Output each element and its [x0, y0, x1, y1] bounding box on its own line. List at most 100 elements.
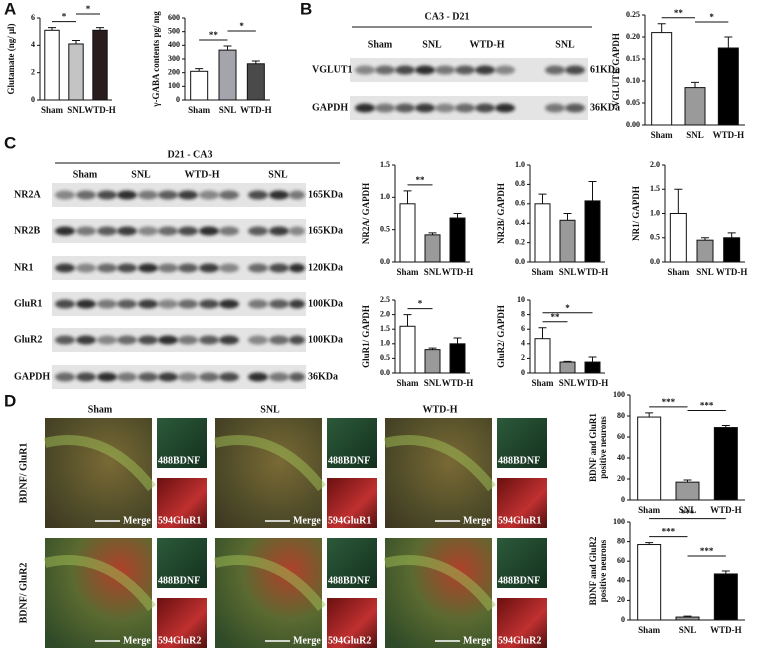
- blot-band: [158, 335, 178, 345]
- y-tick-label: 100: [613, 390, 625, 399]
- green-inset: [497, 538, 547, 588]
- bar: [534, 203, 551, 263]
- blot-group-label: WTD-H: [185, 169, 220, 180]
- blot-band: [178, 299, 198, 309]
- blot-band: [219, 190, 239, 200]
- blot-band: [97, 226, 117, 236]
- blot-row-label: VGLUT1: [312, 64, 353, 75]
- significance-label: **: [674, 8, 684, 18]
- red-inset: [497, 598, 547, 648]
- error-bar: [223, 45, 232, 51]
- blot-band: [248, 190, 268, 200]
- blot-row-label: GluR2: [14, 334, 42, 345]
- blot-row-label: NR2A: [14, 189, 41, 200]
- blot-band: [269, 190, 289, 200]
- y-tick-label: 1.0: [515, 160, 525, 169]
- x-tick-label: WTD-H: [240, 105, 272, 115]
- red-label: 594GluR1: [328, 515, 371, 526]
- blot-band: [76, 335, 96, 345]
- y-axis-label: γ-GABA contents pg/ mg: [151, 11, 161, 108]
- error-bar: [721, 570, 730, 574]
- error-bar: [588, 356, 597, 363]
- error-bar: [691, 81, 699, 88]
- y-tick-label: 0: [176, 95, 180, 104]
- x-tick-label: WTD-H: [710, 625, 742, 635]
- y-tick-label: 1.0: [650, 208, 660, 217]
- blot-size-label: 36KDa: [590, 102, 620, 113]
- panel-letter: D: [4, 391, 16, 410]
- blot-band: [375, 103, 395, 113]
- x-tick-label: SNL: [679, 505, 697, 515]
- error-bar: [538, 193, 547, 204]
- blot-band: [55, 335, 75, 345]
- significance-label: ***: [662, 527, 676, 537]
- blot-band: [55, 299, 75, 309]
- y-axis-label: NR2B/ GAPDH: [496, 183, 506, 244]
- y-tick-label: 0.5: [650, 233, 660, 242]
- error-bar: [453, 337, 462, 344]
- y-tick-label: 0.0: [380, 257, 390, 266]
- bar: [713, 427, 738, 501]
- blot-band: [455, 65, 475, 75]
- image-column-label: Sham: [88, 404, 113, 415]
- y-tick-label: 0.10: [626, 76, 640, 85]
- significance-label: **: [551, 312, 561, 322]
- blot-band: [248, 299, 268, 309]
- y-tick-label: 200: [168, 67, 180, 76]
- blot-band: [219, 263, 239, 273]
- red-inset: [327, 478, 377, 528]
- blot-band: [158, 263, 178, 273]
- error-bar: [683, 615, 692, 618]
- blot-band: [138, 299, 158, 309]
- bar: [584, 200, 601, 263]
- y-tick-label: 2.5: [380, 295, 390, 304]
- error-bar: [657, 23, 666, 33]
- significance-label: *: [565, 303, 570, 313]
- red-label: 594GluR2: [158, 635, 201, 646]
- x-tick-label: SNL: [424, 267, 442, 277]
- image-row-label: BDNF/ GluR1: [18, 443, 29, 504]
- x-tick-label: WTD-H: [710, 505, 742, 515]
- cell-layer: [383, 435, 496, 492]
- blot-band: [565, 103, 585, 113]
- blot-row-label: GAPDH: [312, 102, 348, 113]
- y-tick-label: 4: [521, 339, 525, 348]
- blot-size-label: 36KDa: [308, 371, 338, 382]
- significance-label: ***: [662, 397, 676, 407]
- blot-band: [97, 372, 117, 382]
- blot-group-label: SNL: [131, 169, 151, 180]
- y-tick-label: 0.20: [626, 32, 640, 41]
- y-axis-label: Glutamate (ng/ μl): [6, 23, 16, 94]
- y-tick-label: 2.0: [380, 309, 390, 318]
- y-tick-label: 60: [617, 556, 625, 565]
- blot-row-label: NR2B: [14, 225, 40, 236]
- blot-group-label: Sham: [368, 39, 393, 50]
- x-tick-label: Sham: [531, 378, 554, 388]
- error-bar: [674, 188, 683, 214]
- y-tick-label: 6: [31, 13, 35, 22]
- blot-row-label: GAPDH: [14, 371, 50, 382]
- error-bar: [563, 360, 572, 363]
- blot-band: [117, 335, 137, 345]
- significance-label: **: [416, 175, 426, 185]
- blot-band: [178, 263, 198, 273]
- green-inset: [157, 538, 207, 588]
- blot-band: [269, 263, 289, 273]
- blot-band: [415, 65, 435, 75]
- x-tick-label: SNL: [219, 105, 237, 115]
- blot-band: [355, 65, 375, 75]
- blot-band: [117, 372, 137, 382]
- error-bar: [428, 232, 437, 235]
- x-tick-label: Sham: [531, 267, 554, 277]
- bar: [424, 234, 441, 263]
- significance-label: *: [418, 299, 423, 309]
- y-tick-label: 0.0: [515, 257, 525, 266]
- image-column-label: WTD-H: [423, 404, 458, 415]
- bar: [218, 49, 237, 101]
- error-bar: [724, 36, 733, 48]
- blot-band: [199, 372, 219, 382]
- green-inset: [157, 418, 207, 468]
- x-tick-label: SNL: [686, 130, 704, 140]
- y-tick-label: 0: [31, 95, 35, 104]
- blot-band: [475, 65, 495, 75]
